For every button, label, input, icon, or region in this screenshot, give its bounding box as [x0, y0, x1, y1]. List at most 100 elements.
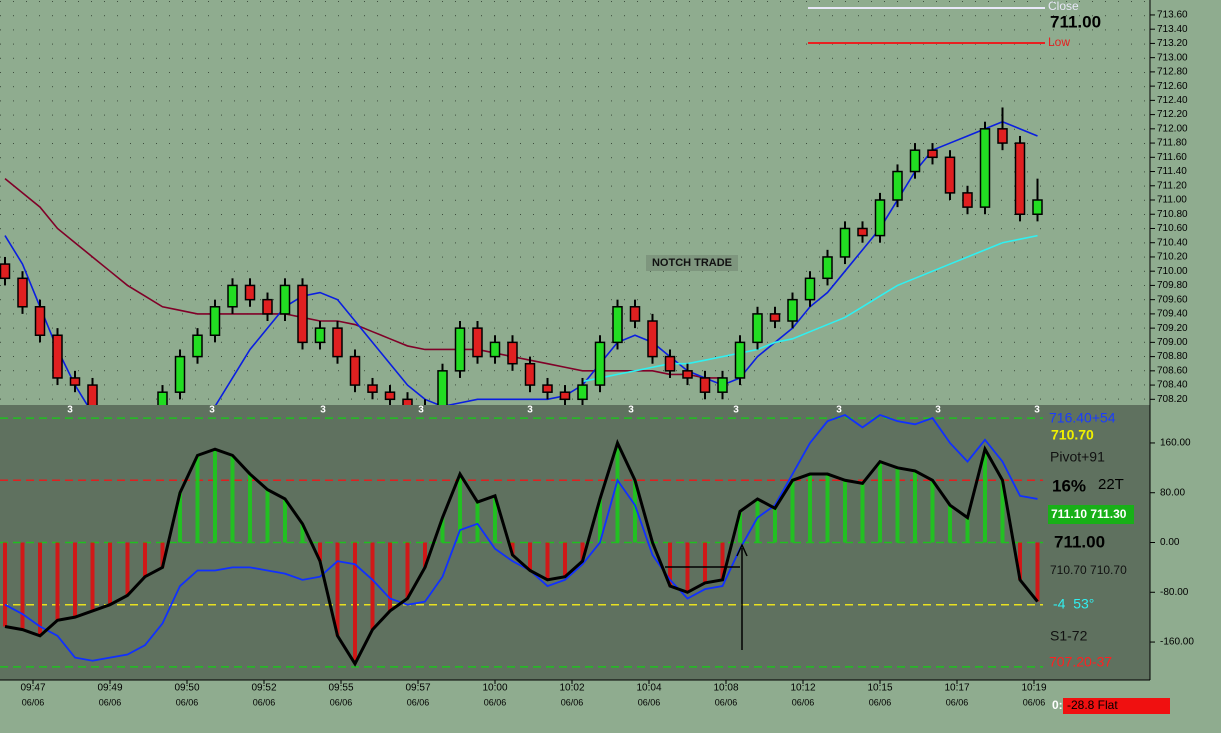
- y-tick-label: 710.60: [1157, 223, 1188, 234]
- date-label: 06/06: [1023, 697, 1046, 707]
- candle-body: [437, 370, 448, 405]
- histogram-bar: [563, 542, 567, 577]
- histogram-bar: [493, 495, 497, 543]
- candle-body: [664, 355, 676, 372]
- candle-body: [944, 156, 956, 194]
- candle-body: [454, 327, 466, 372]
- price-panel: [0, 107, 1043, 405]
- last-price: 711.00: [1050, 12, 1101, 31]
- axes: 713.60 713.40 713.20 713.00 712.80 712.60 712.…: [20, 10, 1194, 708]
- candle-body: [647, 320, 658, 358]
- candle-body: [0, 263, 11, 280]
- y-tick-label: 712.20: [1157, 109, 1188, 120]
- y-tick-label: 708.60: [1157, 365, 1188, 376]
- histogram-bar: [143, 542, 147, 577]
- candle-body: [717, 377, 728, 393]
- marker-label: 3: [1034, 405, 1040, 416]
- x-tick-label: 09:52: [251, 683, 276, 694]
- candle-body: [577, 384, 588, 401]
- readout: S1-72: [1050, 628, 1088, 644]
- x-tick-label: 10:00: [482, 683, 507, 694]
- candle-body: [612, 306, 623, 344]
- candle-body: [489, 341, 501, 358]
- readout: 716.40+54: [1049, 410, 1116, 426]
- candle-body: [1014, 142, 1026, 215]
- readout-box: [1048, 505, 1134, 524]
- readout: 710.70: [1051, 427, 1094, 443]
- y-tick-label: 80.00: [1160, 487, 1185, 498]
- histogram-bar: [160, 542, 165, 568]
- candle-body: [699, 377, 711, 393]
- marker-label: 3: [320, 405, 326, 416]
- candle-body: [507, 341, 518, 365]
- y-tick-label: 708.40: [1157, 380, 1188, 391]
- x-tick-label: 10:15: [867, 683, 892, 694]
- x-tick-label: 10:17: [944, 683, 969, 694]
- histogram-bar: [475, 502, 480, 543]
- y-tick-label: 712.40: [1157, 95, 1188, 106]
- x-tick-label: 09:50: [174, 683, 199, 694]
- candle-body: [892, 170, 903, 201]
- y-tick-label: 711.60: [1157, 152, 1187, 163]
- histogram-bar: [773, 508, 777, 543]
- histogram-bar: [283, 498, 287, 543]
- status-box: [1063, 698, 1170, 714]
- date-label: 06/06: [561, 697, 584, 707]
- candle-body: [909, 149, 921, 173]
- date-label: 06/06: [330, 697, 353, 707]
- candle-body: [332, 327, 343, 358]
- y-tick-label: -160.00: [1160, 637, 1194, 648]
- histogram-bar: [335, 542, 340, 636]
- candle-body: [314, 327, 326, 344]
- histogram-bar: [20, 542, 25, 630]
- histogram-bar: [703, 542, 707, 583]
- histogram-bar: [213, 449, 217, 543]
- x-tick-label: 10:08: [713, 683, 738, 694]
- histogram-bar: [265, 489, 270, 543]
- marker-label: 3: [836, 405, 842, 416]
- y-tick-label: 712.80: [1157, 67, 1188, 78]
- x-tick-label: 10:02: [559, 683, 584, 694]
- histogram-bar: [423, 542, 427, 568]
- x-tick-label: 09:47: [20, 683, 45, 694]
- oscillator-plot: [0, 413, 1043, 668]
- histogram-bar: [913, 470, 917, 543]
- y-tick-label: 0.00: [1160, 537, 1180, 548]
- histogram-bar: [878, 461, 882, 543]
- date-label: 06/06: [946, 697, 969, 707]
- marker-label: 3: [628, 405, 634, 416]
- y-tick-label: 712.60: [1157, 81, 1188, 92]
- readout: 710.70 710.70: [1050, 563, 1127, 577]
- y-tick-label: 709.80: [1157, 280, 1188, 291]
- date-label: 06/06: [407, 697, 430, 707]
- candle-body: [629, 306, 641, 322]
- line-series: [582, 234, 1038, 383]
- candle-body: [804, 277, 816, 301]
- arrow-head: [736, 543, 748, 557]
- line-series: [4, 438, 1039, 667]
- y-tick-label: 160.00: [1160, 438, 1191, 449]
- y-tick-label: 711.00: [1157, 195, 1187, 206]
- marker-label: 3: [733, 405, 739, 416]
- date-label: 06/06: [869, 697, 892, 707]
- x-tick-label: 10:04: [636, 683, 661, 694]
- histogram-bar: [738, 511, 742, 543]
- y-tick-label: 710.40: [1157, 237, 1188, 248]
- marker-label: 3: [67, 405, 73, 416]
- histogram-bar: [90, 542, 95, 611]
- candle-body: [367, 384, 378, 393]
- marker-label: 3: [935, 405, 941, 416]
- candle-body: [997, 128, 1008, 144]
- y-tick-label: 709.20: [1157, 323, 1188, 334]
- y-tick-label: 713.00: [1157, 52, 1188, 63]
- legend-entry: Close: [1048, 0, 1079, 13]
- candle-body: [262, 298, 273, 315]
- histogram-bar: [73, 542, 77, 618]
- histogram-bar: [825, 474, 830, 543]
- candle-body: [594, 341, 606, 386]
- histogram-bar: [300, 523, 305, 543]
- line-series: [4, 413, 1038, 662]
- marker-label: 3: [209, 405, 215, 416]
- histogram-bar: [55, 542, 60, 621]
